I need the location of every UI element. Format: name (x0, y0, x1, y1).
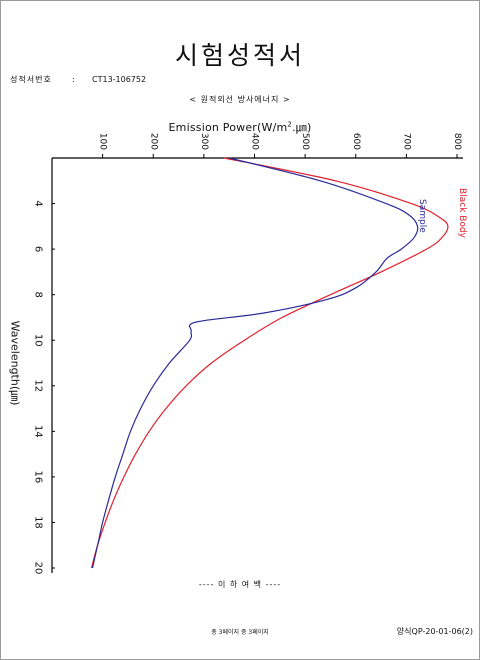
wavelength-tick-label: 4 (33, 200, 44, 206)
power-tick-label: 100 (98, 133, 108, 150)
power-tick-label: 500 (300, 133, 310, 150)
power-tick-label: 200 (148, 133, 158, 150)
emission-chart: 100 200 300 400 500 600 700 800 4 6 8 10 12 14 16 18 20 W… (1, 1, 479, 601)
wavelength-tick-label: 10 (33, 334, 44, 347)
wavelength-tick-label: 20 (33, 562, 44, 575)
black-body-series-line (92, 158, 448, 568)
power-tick-label: 600 (351, 133, 361, 150)
wavelength-tick-label: 16 (33, 471, 44, 484)
wavelength-axis-label: Wavelength(㎛) (9, 321, 22, 406)
wavelength-tick-label: 12 (33, 379, 44, 392)
power-tick-label: 300 (199, 133, 209, 150)
power-tick-label: 800 (452, 133, 462, 150)
wavelength-tick-label: 6 (33, 246, 44, 252)
sample-series-label: Sample (417, 199, 427, 233)
end-mark: ---- 이 하 여 백 ---- (1, 579, 479, 590)
form-number: 양식QP-20-01-06(2) (397, 626, 473, 637)
power-tick-label: 700 (401, 133, 411, 150)
sample-series-line (93, 158, 418, 568)
wavelength-tick-label: 8 (33, 291, 44, 297)
wavelength-tick-label: 14 (33, 425, 44, 438)
black-body-series-label: Black Body (457, 188, 467, 239)
power-tick-label: 400 (250, 133, 260, 150)
wavelength-tick-label: 18 (33, 516, 44, 529)
